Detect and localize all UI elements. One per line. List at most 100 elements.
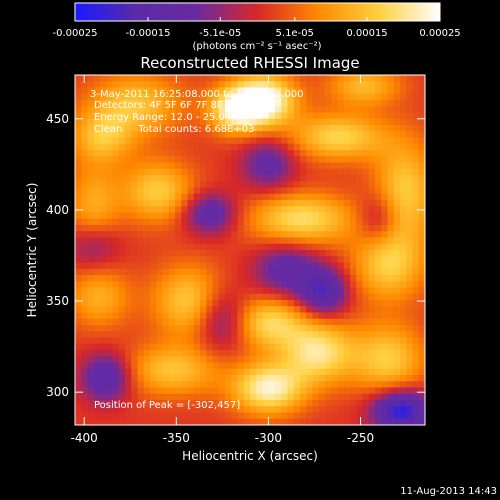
heatmap-cell — [268, 393, 276, 401]
heatmap-cell — [356, 243, 363, 251]
heatmap-cell — [150, 87, 157, 95]
heatmap-cell — [150, 112, 157, 120]
heatmap-cell — [243, 393, 251, 401]
heatmap-cell — [218, 125, 226, 132]
heatmap-cell — [375, 262, 382, 270]
heatmap-cell — [306, 131, 313, 138]
heatmap-cell — [300, 375, 307, 382]
heatmap-cell — [206, 406, 213, 413]
heatmap-cell — [162, 118, 170, 126]
heatmap-cell — [87, 268, 95, 276]
heatmap-cell — [87, 362, 95, 370]
heatmap-cell — [250, 400, 257, 407]
heatmap-cell — [237, 287, 245, 295]
heatmap-cell — [400, 243, 407, 251]
heatmap-cell — [368, 150, 376, 157]
heatmap-cell — [300, 318, 307, 326]
heatmap-cell — [312, 331, 320, 338]
heatmap-cell — [250, 168, 257, 176]
heatmap-cell — [225, 400, 232, 407]
heatmap-cell — [406, 93, 413, 101]
heatmap-cell — [275, 362, 282, 370]
heatmap-cell — [225, 406, 232, 413]
heatmap-cell — [406, 375, 413, 382]
heatmap-cell — [375, 87, 382, 95]
heatmap-cell — [87, 256, 95, 263]
heatmap-cell — [350, 193, 357, 201]
heatmap-cell — [368, 287, 376, 295]
heatmap-cell — [118, 187, 126, 195]
heatmap-cell — [306, 100, 313, 107]
heatmap-cell — [262, 387, 270, 395]
heatmap-cell — [131, 206, 138, 213]
heatmap-cell — [125, 318, 132, 326]
heatmap-cell — [181, 318, 188, 326]
heatmap-cell — [350, 287, 357, 295]
heatmap-cell — [375, 312, 382, 320]
heatmap-cell — [156, 325, 163, 332]
heatmap-cell — [175, 262, 182, 270]
heatmap-cell — [387, 312, 395, 320]
heatmap-cell — [356, 143, 363, 151]
heatmap-cell — [81, 168, 88, 176]
heatmap-cell — [312, 343, 320, 351]
heatmap-cell — [156, 387, 163, 395]
heatmap-cell — [243, 400, 251, 407]
heatmap-cell — [175, 350, 182, 357]
heatmap-cell — [412, 400, 420, 407]
heatmap-cell — [200, 375, 207, 382]
heatmap-cell — [237, 81, 245, 88]
heatmap-cell — [387, 87, 395, 95]
heatmap-cell — [300, 225, 307, 232]
heatmap-cell — [218, 175, 226, 182]
heatmap-cell — [193, 312, 201, 320]
heatmap-cell — [256, 287, 263, 295]
heatmap-cell — [150, 268, 157, 276]
heatmap-cell — [356, 350, 363, 357]
heatmap-cell — [125, 406, 132, 413]
heatmap-cell — [393, 312, 401, 320]
heatmap-cell — [87, 81, 95, 88]
heatmap-cell — [375, 306, 382, 313]
heatmap-cell — [168, 112, 176, 120]
heatmap-cell — [337, 362, 345, 370]
heatmap-cell — [231, 300, 238, 307]
heatmap-cell — [331, 268, 338, 276]
heatmap-cell — [262, 87, 270, 95]
heatmap-cell — [162, 393, 170, 401]
heatmap-cell — [218, 168, 226, 176]
heatmap-cell — [106, 281, 113, 288]
heatmap-cell — [381, 287, 388, 295]
heatmap-cell — [287, 343, 295, 351]
heatmap-cell — [318, 418, 326, 426]
heatmap-cell — [350, 281, 357, 288]
heatmap-cell — [206, 325, 213, 332]
heatmap-cell — [87, 387, 95, 395]
heatmap-cell — [343, 256, 351, 263]
heatmap-cell — [418, 268, 426, 276]
heatmap-cell — [218, 243, 226, 251]
heatmap-cell — [287, 262, 295, 270]
heatmap-cell — [75, 281, 82, 288]
heatmap-cell — [418, 418, 426, 426]
heatmap-cell — [131, 312, 138, 320]
heatmap-cell — [362, 200, 370, 207]
heatmap-cell — [225, 381, 232, 388]
heatmap-cell — [87, 356, 95, 363]
heatmap-cell — [325, 412, 332, 420]
heatmap-cell — [250, 250, 257, 257]
heatmap-cell — [325, 225, 332, 232]
heatmap-cell — [350, 87, 357, 95]
heatmap-cell — [350, 237, 357, 245]
heatmap-cell — [175, 81, 182, 88]
heatmap-cell — [412, 368, 420, 376]
heatmap-cell — [381, 268, 388, 276]
heatmap-cell — [356, 343, 363, 351]
heatmap-cell — [225, 262, 232, 270]
heatmap-cell — [362, 162, 370, 170]
heatmap-cell — [225, 350, 232, 357]
heatmap-cell — [106, 362, 113, 370]
heatmap-cell — [106, 156, 113, 163]
heatmap-cell — [150, 75, 157, 82]
heatmap-cell — [312, 375, 320, 382]
